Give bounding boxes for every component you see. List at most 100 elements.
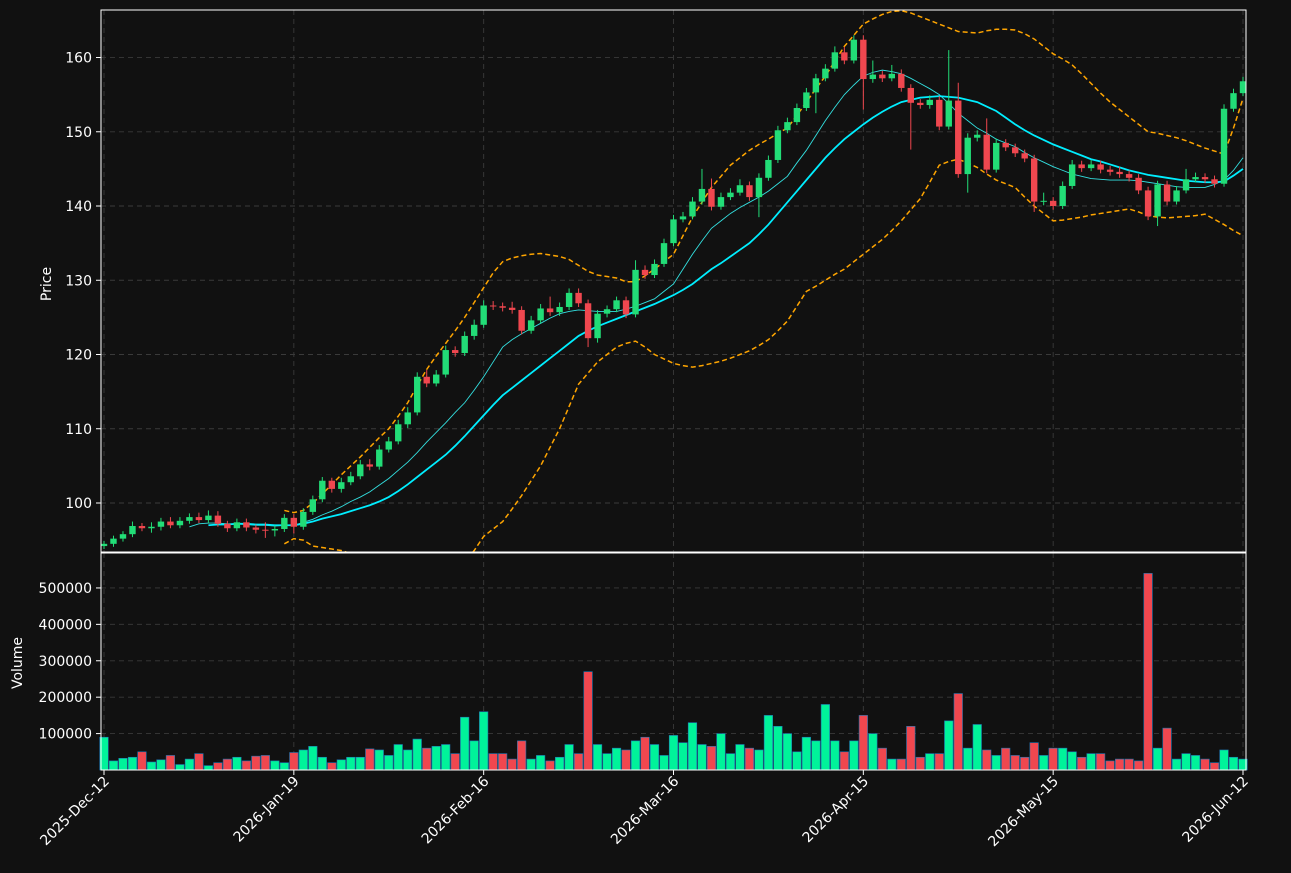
volume-bar [849, 740, 859, 771]
volume-bar [488, 753, 498, 771]
candle-body [755, 177, 763, 198]
volume-bar [782, 733, 792, 771]
candle-body [300, 511, 307, 527]
y-tick-label: 120 [65, 348, 92, 364]
volume-bar [668, 735, 679, 771]
candle-body [461, 335, 468, 354]
volume-bar [203, 765, 213, 771]
candle-body [110, 538, 117, 544]
candle-body [480, 305, 487, 325]
candle-body [698, 188, 706, 202]
candle-body [1097, 164, 1104, 170]
volume-bar [687, 722, 698, 771]
volume-bar [706, 746, 717, 771]
volume-bar [1096, 753, 1106, 771]
candle-body [148, 526, 155, 529]
candle-body [622, 300, 630, 315]
volume-bar [536, 755, 546, 771]
candle-body [414, 376, 421, 413]
volume-bar [830, 740, 840, 771]
candle-body [1059, 185, 1066, 207]
candle-body [974, 134, 981, 138]
candle-body [319, 480, 326, 500]
candle-body [1135, 177, 1142, 191]
volume-bar [1048, 747, 1058, 771]
volume-bar [251, 755, 261, 771]
candle-body [556, 306, 563, 313]
volume-bar [118, 758, 128, 771]
line [284, 10, 1244, 514]
volume-bar [241, 760, 251, 771]
candle-body [442, 350, 449, 375]
y-tick-label: 200000 [39, 690, 92, 706]
volume-bar [194, 753, 204, 771]
candle-body [727, 192, 734, 198]
candle-body [1021, 153, 1028, 159]
candle-body [936, 99, 943, 127]
volume-bar [725, 753, 736, 771]
candle-body [357, 464, 364, 477]
candle-body [366, 464, 373, 467]
candle-body [841, 52, 848, 61]
volume-bar [393, 744, 403, 771]
volume-bar [1171, 758, 1182, 771]
y-tick-label: 130 [65, 273, 92, 289]
volume-bar [906, 726, 916, 771]
candle-body [803, 92, 810, 109]
volume-bar [374, 749, 384, 771]
candle-body [822, 68, 829, 79]
candle-body [784, 122, 791, 131]
volume-bar [384, 755, 394, 771]
volume-bar [1067, 751, 1077, 771]
volume-bar [621, 749, 631, 771]
volume-bar [934, 753, 944, 771]
volume-bar [1039, 755, 1049, 771]
candle-body [1012, 147, 1019, 154]
candle-body [195, 517, 203, 521]
candle-body [879, 74, 886, 79]
volume-bar [763, 715, 773, 771]
candle-body [1002, 142, 1009, 148]
volume-bar [336, 759, 346, 771]
candle-body [717, 197, 725, 207]
volume-bar [744, 747, 755, 771]
candle-body [993, 142, 1000, 170]
volume-bar [507, 758, 517, 771]
volume-bar [564, 744, 574, 771]
volume-bar [1228, 756, 1239, 771]
volume-bar [555, 756, 565, 771]
volume-bar [574, 753, 584, 771]
candle-body [613, 300, 620, 310]
candle-body [917, 102, 924, 106]
y-tick-label: 160 [65, 51, 92, 67]
volume-bar [1058, 747, 1068, 771]
candle-body [224, 523, 231, 529]
volume-bar [137, 751, 147, 771]
candle-body [1078, 164, 1085, 169]
volume-bar [213, 762, 223, 771]
candle-body [1049, 200, 1057, 207]
candle-body [736, 185, 744, 193]
candle-body [945, 100, 952, 127]
volume-bar [1162, 727, 1172, 771]
y-tick-label: 300000 [39, 654, 92, 670]
volume-bar [1153, 747, 1163, 771]
volume-bar [127, 756, 138, 771]
volume-bar [592, 744, 603, 771]
candle-body [983, 134, 990, 170]
volume-bar [279, 762, 289, 771]
volume-bar [108, 760, 119, 771]
candle-body [167, 521, 174, 526]
x-tick-label: 2026-Jun-12 [1180, 774, 1252, 846]
volume-bar [1124, 758, 1134, 771]
candle-body [888, 73, 896, 79]
candle-body [765, 159, 772, 178]
volume-bar [156, 759, 166, 771]
volume-bar [630, 740, 641, 771]
candle-body [1087, 164, 1095, 169]
volume-bar [1200, 758, 1210, 771]
candle-body [584, 303, 592, 339]
volume-bar [1219, 749, 1229, 771]
volume-bar [498, 753, 508, 771]
